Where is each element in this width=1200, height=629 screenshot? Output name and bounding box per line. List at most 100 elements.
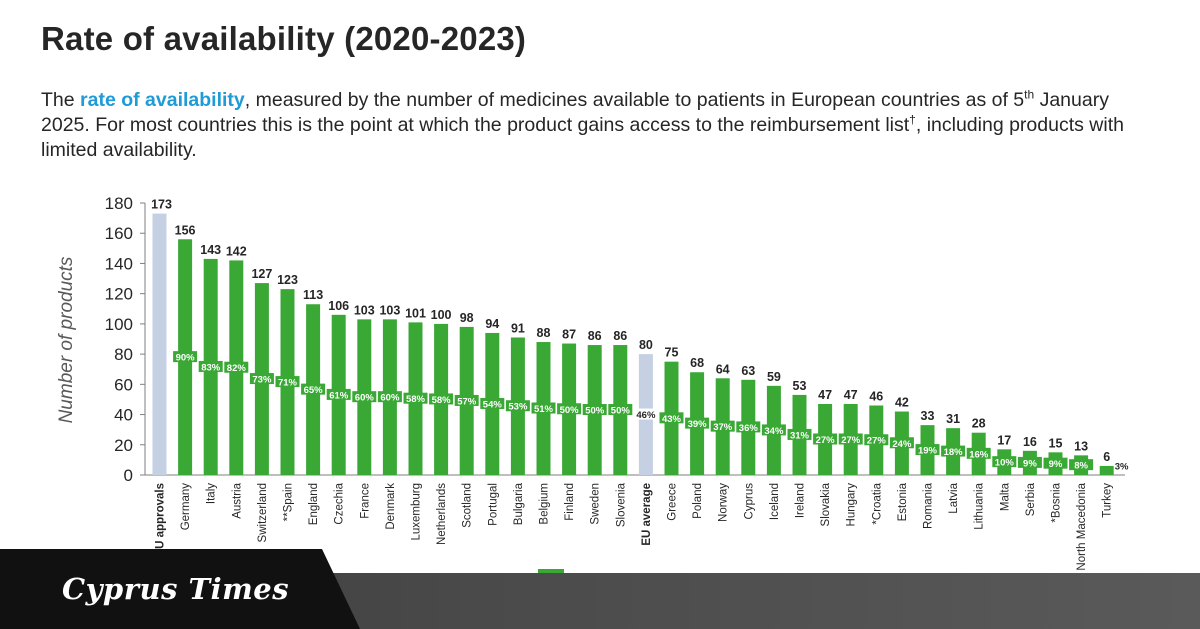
y-tick-label: 40: [114, 406, 133, 425]
percent-label: 8%: [1074, 461, 1088, 472]
percent-label-bg: [736, 421, 761, 433]
subtitle-highlight: rate of availability: [80, 89, 245, 111]
y-tick-label: 80: [114, 345, 133, 364]
bar-value-label: 75: [665, 346, 679, 360]
bar-value-label: 143: [200, 243, 221, 257]
y-tick-label: 180: [105, 194, 133, 213]
category-label: Serbia: [1025, 482, 1037, 516]
bar-value-label: 91: [511, 321, 525, 335]
bar-value-label: 47: [844, 388, 858, 402]
bar: [1099, 465, 1114, 475]
percent-label-bg: [889, 437, 914, 449]
subtitle-sup-dagger: †: [909, 112, 916, 127]
category-label: Lithuania: [974, 482, 986, 529]
category-label: Luxemburg: [411, 483, 423, 541]
percent-label: 3%: [1115, 461, 1129, 472]
percent-label: 19%: [918, 446, 938, 457]
category-label: Belgium: [539, 483, 551, 525]
bar-value-label: 142: [226, 244, 247, 258]
bar-value-label: 100: [431, 308, 452, 322]
percent-label: 58%: [432, 395, 452, 406]
bar-value-label: 156: [175, 223, 196, 237]
category-label: England: [308, 483, 320, 525]
category-label: Latvia: [948, 482, 960, 513]
percent-label: 83%: [201, 362, 221, 373]
percent-label: 18%: [944, 447, 964, 458]
percent-label-bg: [454, 394, 479, 406]
category-label: Poland: [692, 483, 704, 519]
bar-value-label: 42: [895, 396, 909, 410]
category-label: Switzerland: [257, 483, 269, 542]
percent-label: 27%: [816, 435, 836, 446]
percent-label: 60%: [380, 393, 400, 404]
bar-value-label: 6: [1103, 450, 1110, 464]
bar-value-label: 87: [562, 328, 576, 342]
percent-label-bg: [582, 404, 607, 416]
category-label: Cyprus: [743, 483, 755, 520]
category-label: **Spain: [283, 483, 295, 521]
category-label: France: [359, 483, 371, 519]
percent-label-bg: [301, 383, 326, 395]
category-label: Denmark: [385, 483, 397, 530]
bar-value-label: 103: [354, 303, 375, 317]
percent-label-bg: [915, 444, 940, 456]
percent-label-bg: [480, 397, 505, 409]
percent-label: 58%: [406, 394, 426, 405]
percent-label-bg: [403, 392, 428, 404]
percent-label: 53%: [508, 402, 528, 413]
category-label: Austria: [231, 482, 243, 518]
percent-label: 50%: [585, 406, 605, 417]
percent-label: 9%: [1023, 458, 1037, 469]
y-tick-label: 0: [124, 466, 133, 485]
bar: [152, 213, 167, 476]
percent-label: 24%: [892, 439, 912, 450]
y-tick-label: 20: [114, 436, 133, 455]
percent-label-bg: [608, 404, 633, 416]
category-label: Germany: [180, 483, 192, 531]
percent-label-bg: [787, 428, 812, 440]
percent-label-bg: [659, 412, 684, 424]
y-tick-label: 120: [105, 285, 133, 304]
percent-label-bg: [429, 393, 454, 405]
category-label: Bulgaria: [513, 482, 525, 525]
category-label: Czechia: [334, 482, 346, 524]
category-label: *Croatia: [871, 482, 883, 524]
percent-label: 71%: [278, 378, 298, 389]
bar-value-label: 15: [1049, 436, 1063, 450]
percent-label-bg: [198, 360, 223, 372]
percent-label: 54%: [483, 399, 503, 410]
bar-value-label: 86: [613, 329, 627, 343]
percent-label: 90%: [176, 353, 196, 364]
percent-label: 27%: [867, 436, 887, 447]
category-label: Hungary: [846, 483, 858, 527]
bar-value-label: 106: [328, 299, 349, 313]
bar-value-label: 13: [1074, 439, 1088, 453]
percent-label: 65%: [304, 385, 324, 396]
percent-label-bg: [377, 391, 402, 403]
percent-label: 50%: [611, 406, 631, 417]
bar-value-label: 64: [716, 362, 730, 376]
percent-label-bg: [710, 420, 735, 432]
percent-label-bg: [864, 434, 889, 446]
percent-label-bg: [1043, 457, 1068, 469]
bar-value-label: 33: [921, 409, 935, 423]
bar-value-label: 68: [690, 356, 704, 370]
y-axis-title: Number of products: [56, 256, 77, 423]
bar-value-label: 127: [251, 267, 272, 281]
subtitle-sup-th: th: [1024, 87, 1035, 102]
bar-value-label: 173: [151, 198, 172, 212]
category-label: Greece: [667, 483, 679, 521]
bar-value-label: 47: [818, 388, 832, 402]
subtitle-mid: , measured by the number of medicines av…: [244, 89, 1025, 111]
bar-value-label: 17: [997, 433, 1011, 447]
bar-chart: 0 20 40 60 80 100 120 140 160 180 Number of produc…: [56, 194, 1129, 571]
category-label: Slovakia: [820, 482, 832, 526]
page-title: Rate of availability (2020-2023): [41, 20, 527, 57]
bar-value-label: 63: [741, 364, 755, 378]
percent-label-bg: [761, 424, 786, 436]
percent-label: 43%: [662, 414, 682, 425]
percent-label-bg: [173, 351, 198, 363]
bar-value-label: 59: [767, 370, 781, 384]
category-label: Slovenia: [615, 482, 627, 527]
category-label: Scotland: [462, 483, 474, 528]
